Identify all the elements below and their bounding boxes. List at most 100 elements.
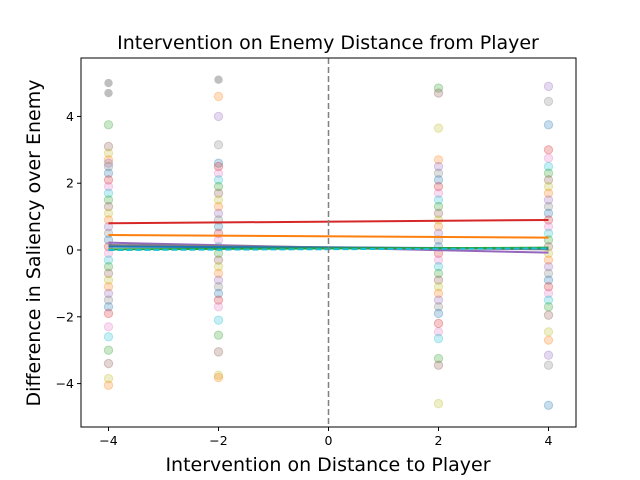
scatter-point [213,268,224,279]
scatter-point [103,373,114,384]
scatter-point [103,195,114,205]
scatter-point [543,275,554,285]
scatter-point [433,181,444,192]
scatter-point [433,275,444,285]
scatter-point [543,201,554,212]
scatter-point [103,302,114,312]
scatter-point [213,175,224,185]
y-tick-label: −4 [56,376,74,391]
scatter-point [433,353,444,364]
scatter-point [433,88,444,98]
scatter-point [103,268,114,279]
scatter-point [103,322,114,332]
scatter-point [103,208,114,218]
scatter-point [103,181,114,192]
y-axis-label: Difference in Saliency over Enemy [23,80,45,407]
scatter-point [433,327,444,337]
scatter-point [543,175,554,185]
scatter-point [104,88,113,98]
x-tick-label: 0 [325,433,333,448]
scatter-point [213,111,224,122]
scatter-point [543,262,554,272]
scatter-point [103,282,114,292]
scatter-point [213,255,224,265]
scatter-point [433,318,444,329]
scatter-point [213,158,224,168]
y-tick-label: −2 [56,309,74,324]
scatter-point [433,161,444,172]
axis-ticks: −4 −2 0 2 4 −4 −2 0 2 4 [56,109,553,448]
scatter-point [433,208,444,218]
scatter-point [543,168,554,178]
scatter-point [213,161,224,172]
scatter-point [543,188,554,198]
scatter-point [213,302,224,312]
scatter-point [103,158,114,168]
scatter-point [543,360,554,370]
scatter-point [433,195,444,205]
scatter-point [543,181,554,192]
scatter-point [213,295,224,305]
scatter-point [433,360,444,370]
scatter-point [433,262,444,272]
scatter-points [103,75,554,410]
scatter-point [103,295,114,305]
scatter-point [104,78,113,88]
scatter-point [213,140,224,150]
scatter-point [433,295,444,305]
scatter-point [543,145,554,155]
scatter-point [543,161,554,172]
scatter-point [433,123,444,133]
scatter-point [433,255,444,265]
scatter-point [543,400,554,410]
scatter-point [213,288,224,299]
scatter-point [103,255,114,265]
scatter-point [543,255,554,265]
scatter-point [103,288,114,299]
scatter-point [433,398,444,409]
scatter-point [433,308,444,319]
scatter-point [543,208,554,218]
scatter-point [543,120,554,130]
scatter-point [103,168,114,178]
y-tick-label: 4 [66,109,74,124]
scatter-point [543,96,554,107]
scatter-point [433,175,444,185]
scatter-point [103,332,114,342]
scatter-point [433,302,444,312]
scatter-point [433,288,444,299]
scatter-point [213,201,224,212]
scatter-point [433,155,444,165]
scatter-point [214,75,223,84]
scatter-point [103,120,114,130]
scatter-point [103,161,114,172]
scatter-point [103,345,114,355]
scatter-point [213,315,224,325]
scatter-point [213,370,224,380]
scatter-point [103,188,114,198]
scatter-point [433,268,444,279]
scatter-point [103,148,114,158]
scatter-point [433,221,444,232]
scatter-point [103,262,114,272]
scatter-point [213,188,224,198]
scatter-point [543,350,554,360]
scatter-point [103,175,114,185]
scatter-point [213,347,224,357]
scatter-point [433,168,444,178]
scatter-point [543,195,554,205]
scatter-point [543,310,554,320]
scatter-point [433,83,444,93]
scatter-point [543,327,554,337]
scatter-point [543,288,554,299]
scatter-point [543,335,554,345]
scatter-point [103,155,114,165]
scatter-point [543,81,554,92]
scatter-point [543,295,554,305]
scatter-point [433,188,444,198]
scatter-point [103,215,114,225]
scatter-point [543,302,554,312]
scatter-point [213,91,224,102]
scatter-point [103,358,114,369]
